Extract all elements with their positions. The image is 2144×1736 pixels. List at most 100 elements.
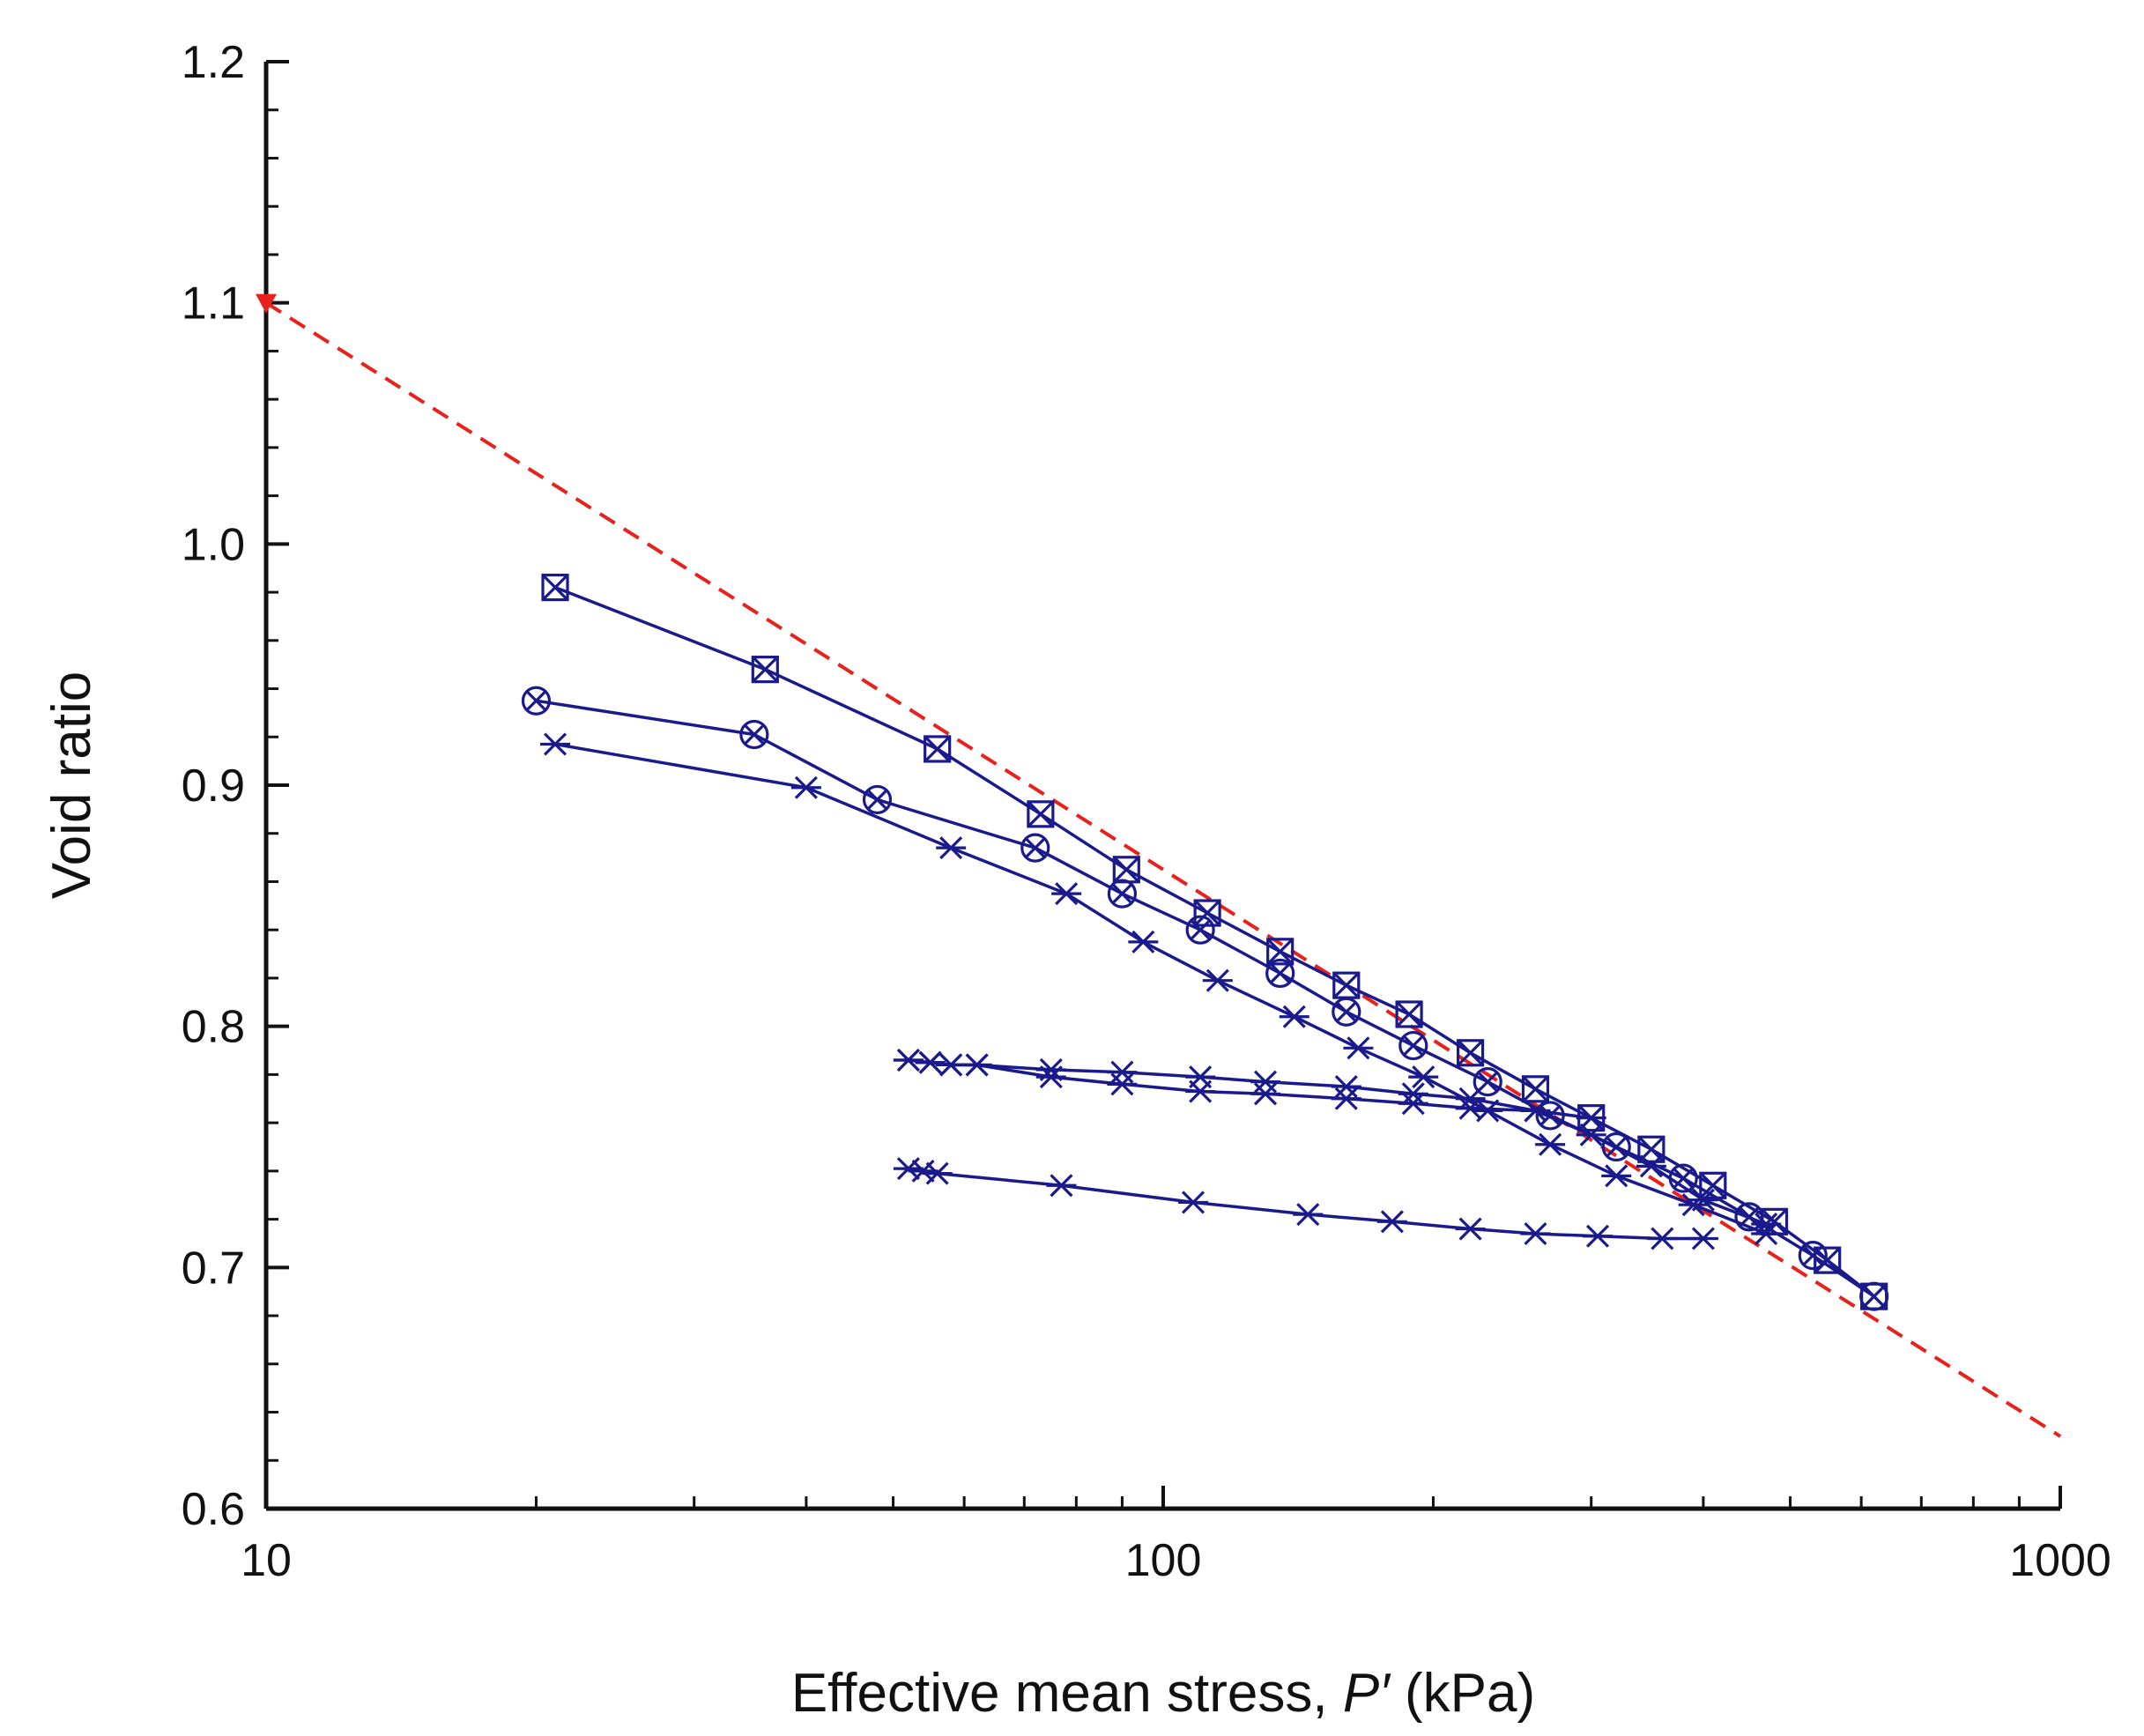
y-tick-label: 1.0 bbox=[182, 519, 245, 570]
data-point bbox=[1128, 930, 1159, 953]
data-point bbox=[1408, 1065, 1439, 1089]
data-point-cross bbox=[1673, 1168, 1695, 1190]
data-point-asterisk bbox=[1331, 1087, 1361, 1110]
data-point-cross bbox=[1761, 1208, 1788, 1235]
data-point bbox=[1398, 1092, 1428, 1116]
data-point-asterisk bbox=[915, 1050, 946, 1074]
data-point bbox=[1279, 1005, 1309, 1028]
data-point-box bbox=[924, 735, 952, 763]
data-point bbox=[936, 1053, 967, 1077]
data-point-cross bbox=[1802, 1244, 1824, 1266]
data-point-asterisk bbox=[1035, 1065, 1066, 1089]
reference-line-group bbox=[256, 293, 2062, 1438]
data-point-circle bbox=[1020, 833, 1050, 863]
data-point-asterisk bbox=[1535, 1132, 1566, 1156]
series-2 bbox=[521, 686, 1889, 1311]
data-point bbox=[1583, 1224, 1614, 1248]
data-point bbox=[1798, 1241, 1828, 1271]
data-point-asterisk bbox=[893, 1048, 924, 1072]
data-point bbox=[1107, 1060, 1138, 1084]
data-point-asterisk bbox=[1455, 1096, 1486, 1120]
data-point-box bbox=[541, 573, 569, 602]
data-point-asterisk bbox=[1636, 1154, 1666, 1178]
data-point-cross bbox=[1027, 800, 1054, 827]
data-point-asterisk bbox=[1408, 1065, 1439, 1089]
data-point-asterisk bbox=[1128, 930, 1159, 953]
data-point-asterisk bbox=[1376, 1210, 1407, 1234]
data-point-asterisk bbox=[1601, 1164, 1632, 1188]
y-tick-label: 1.1 bbox=[182, 278, 245, 330]
x-axis-title: Effective mean stress, P′ (kPa) bbox=[791, 1663, 1535, 1724]
y-tick-label: 0.7 bbox=[182, 1243, 245, 1294]
data-point-asterisk bbox=[1107, 1072, 1138, 1096]
data-point-asterisk bbox=[540, 732, 571, 756]
series-group bbox=[521, 573, 1889, 1311]
data-point-asterisk bbox=[1046, 1174, 1077, 1198]
data-point bbox=[1112, 856, 1140, 884]
data-point-asterisk bbox=[1398, 1092, 1428, 1116]
data-point bbox=[1193, 899, 1221, 927]
data-point bbox=[1688, 1227, 1718, 1250]
data-point-asterisk bbox=[1576, 1106, 1606, 1130]
data-point-asterisk bbox=[1107, 1060, 1138, 1084]
data-point bbox=[540, 732, 571, 756]
data-point bbox=[1250, 1070, 1280, 1094]
data-point-asterisk bbox=[1520, 1099, 1551, 1123]
data-point-box bbox=[1456, 1039, 1485, 1067]
data-point-circle bbox=[1332, 997, 1361, 1027]
data-point-asterisk bbox=[1576, 1123, 1606, 1146]
series-line bbox=[908, 1167, 1703, 1241]
data-point bbox=[1520, 1099, 1551, 1123]
y-tick-label: 0.8 bbox=[182, 1002, 245, 1053]
data-point-cross bbox=[1024, 837, 1046, 859]
data-point-box bbox=[1814, 1246, 1842, 1274]
data-point bbox=[1576, 1106, 1606, 1130]
data-point bbox=[1185, 1065, 1216, 1089]
data-point bbox=[1185, 915, 1215, 945]
data-point-circle bbox=[1859, 1281, 1889, 1311]
x-tick-label: 10 bbox=[241, 1535, 292, 1586]
data-point-asterisk bbox=[1688, 1188, 1718, 1212]
data-point bbox=[1647, 1227, 1678, 1250]
series-line bbox=[554, 742, 1767, 1235]
data-point bbox=[1343, 1036, 1374, 1060]
data-point bbox=[1376, 1210, 1407, 1234]
data-point-asterisk bbox=[1293, 1203, 1324, 1227]
x-axis-title-variable: P′ bbox=[1343, 1663, 1391, 1724]
data-point bbox=[1751, 1213, 1782, 1236]
data-point-asterisk bbox=[1520, 1221, 1551, 1246]
data-point bbox=[1636, 1154, 1666, 1178]
data-point bbox=[1020, 833, 1050, 863]
data-point-asterisk bbox=[1178, 1191, 1209, 1214]
data-point-cross bbox=[1699, 1172, 1726, 1199]
data-point-cross bbox=[866, 789, 888, 811]
data-point-cross bbox=[743, 723, 765, 746]
series-5 bbox=[893, 1048, 1606, 1130]
data-point bbox=[1395, 1000, 1423, 1028]
data-point bbox=[1576, 1123, 1606, 1146]
data-point bbox=[1265, 958, 1295, 989]
series-1 bbox=[541, 573, 1888, 1310]
data-point bbox=[1331, 1075, 1361, 1099]
data-point-circle bbox=[1734, 1202, 1764, 1232]
data-point-circle bbox=[521, 686, 552, 716]
data-point bbox=[1699, 1171, 1727, 1199]
data-point bbox=[751, 656, 779, 684]
data-point-circle bbox=[1798, 1241, 1828, 1271]
data-point bbox=[936, 836, 967, 860]
axes bbox=[263, 62, 2060, 1511]
data-point bbox=[1332, 971, 1361, 999]
data-point bbox=[739, 719, 769, 750]
data-point-circle bbox=[1265, 958, 1295, 989]
axis-labels: Effective mean stress, P′ (kPa) Void rat… bbox=[41, 671, 1535, 1724]
data-point-box bbox=[1699, 1171, 1727, 1199]
data-point bbox=[1688, 1188, 1718, 1212]
data-point-cross bbox=[752, 656, 779, 683]
data-point-circle bbox=[1185, 915, 1215, 945]
data-point bbox=[1178, 1191, 1209, 1214]
data-point-asterisk bbox=[1455, 1217, 1486, 1241]
data-point bbox=[922, 1161, 953, 1185]
data-point-cross bbox=[1457, 1039, 1484, 1066]
data-point-asterisk bbox=[1202, 968, 1233, 992]
